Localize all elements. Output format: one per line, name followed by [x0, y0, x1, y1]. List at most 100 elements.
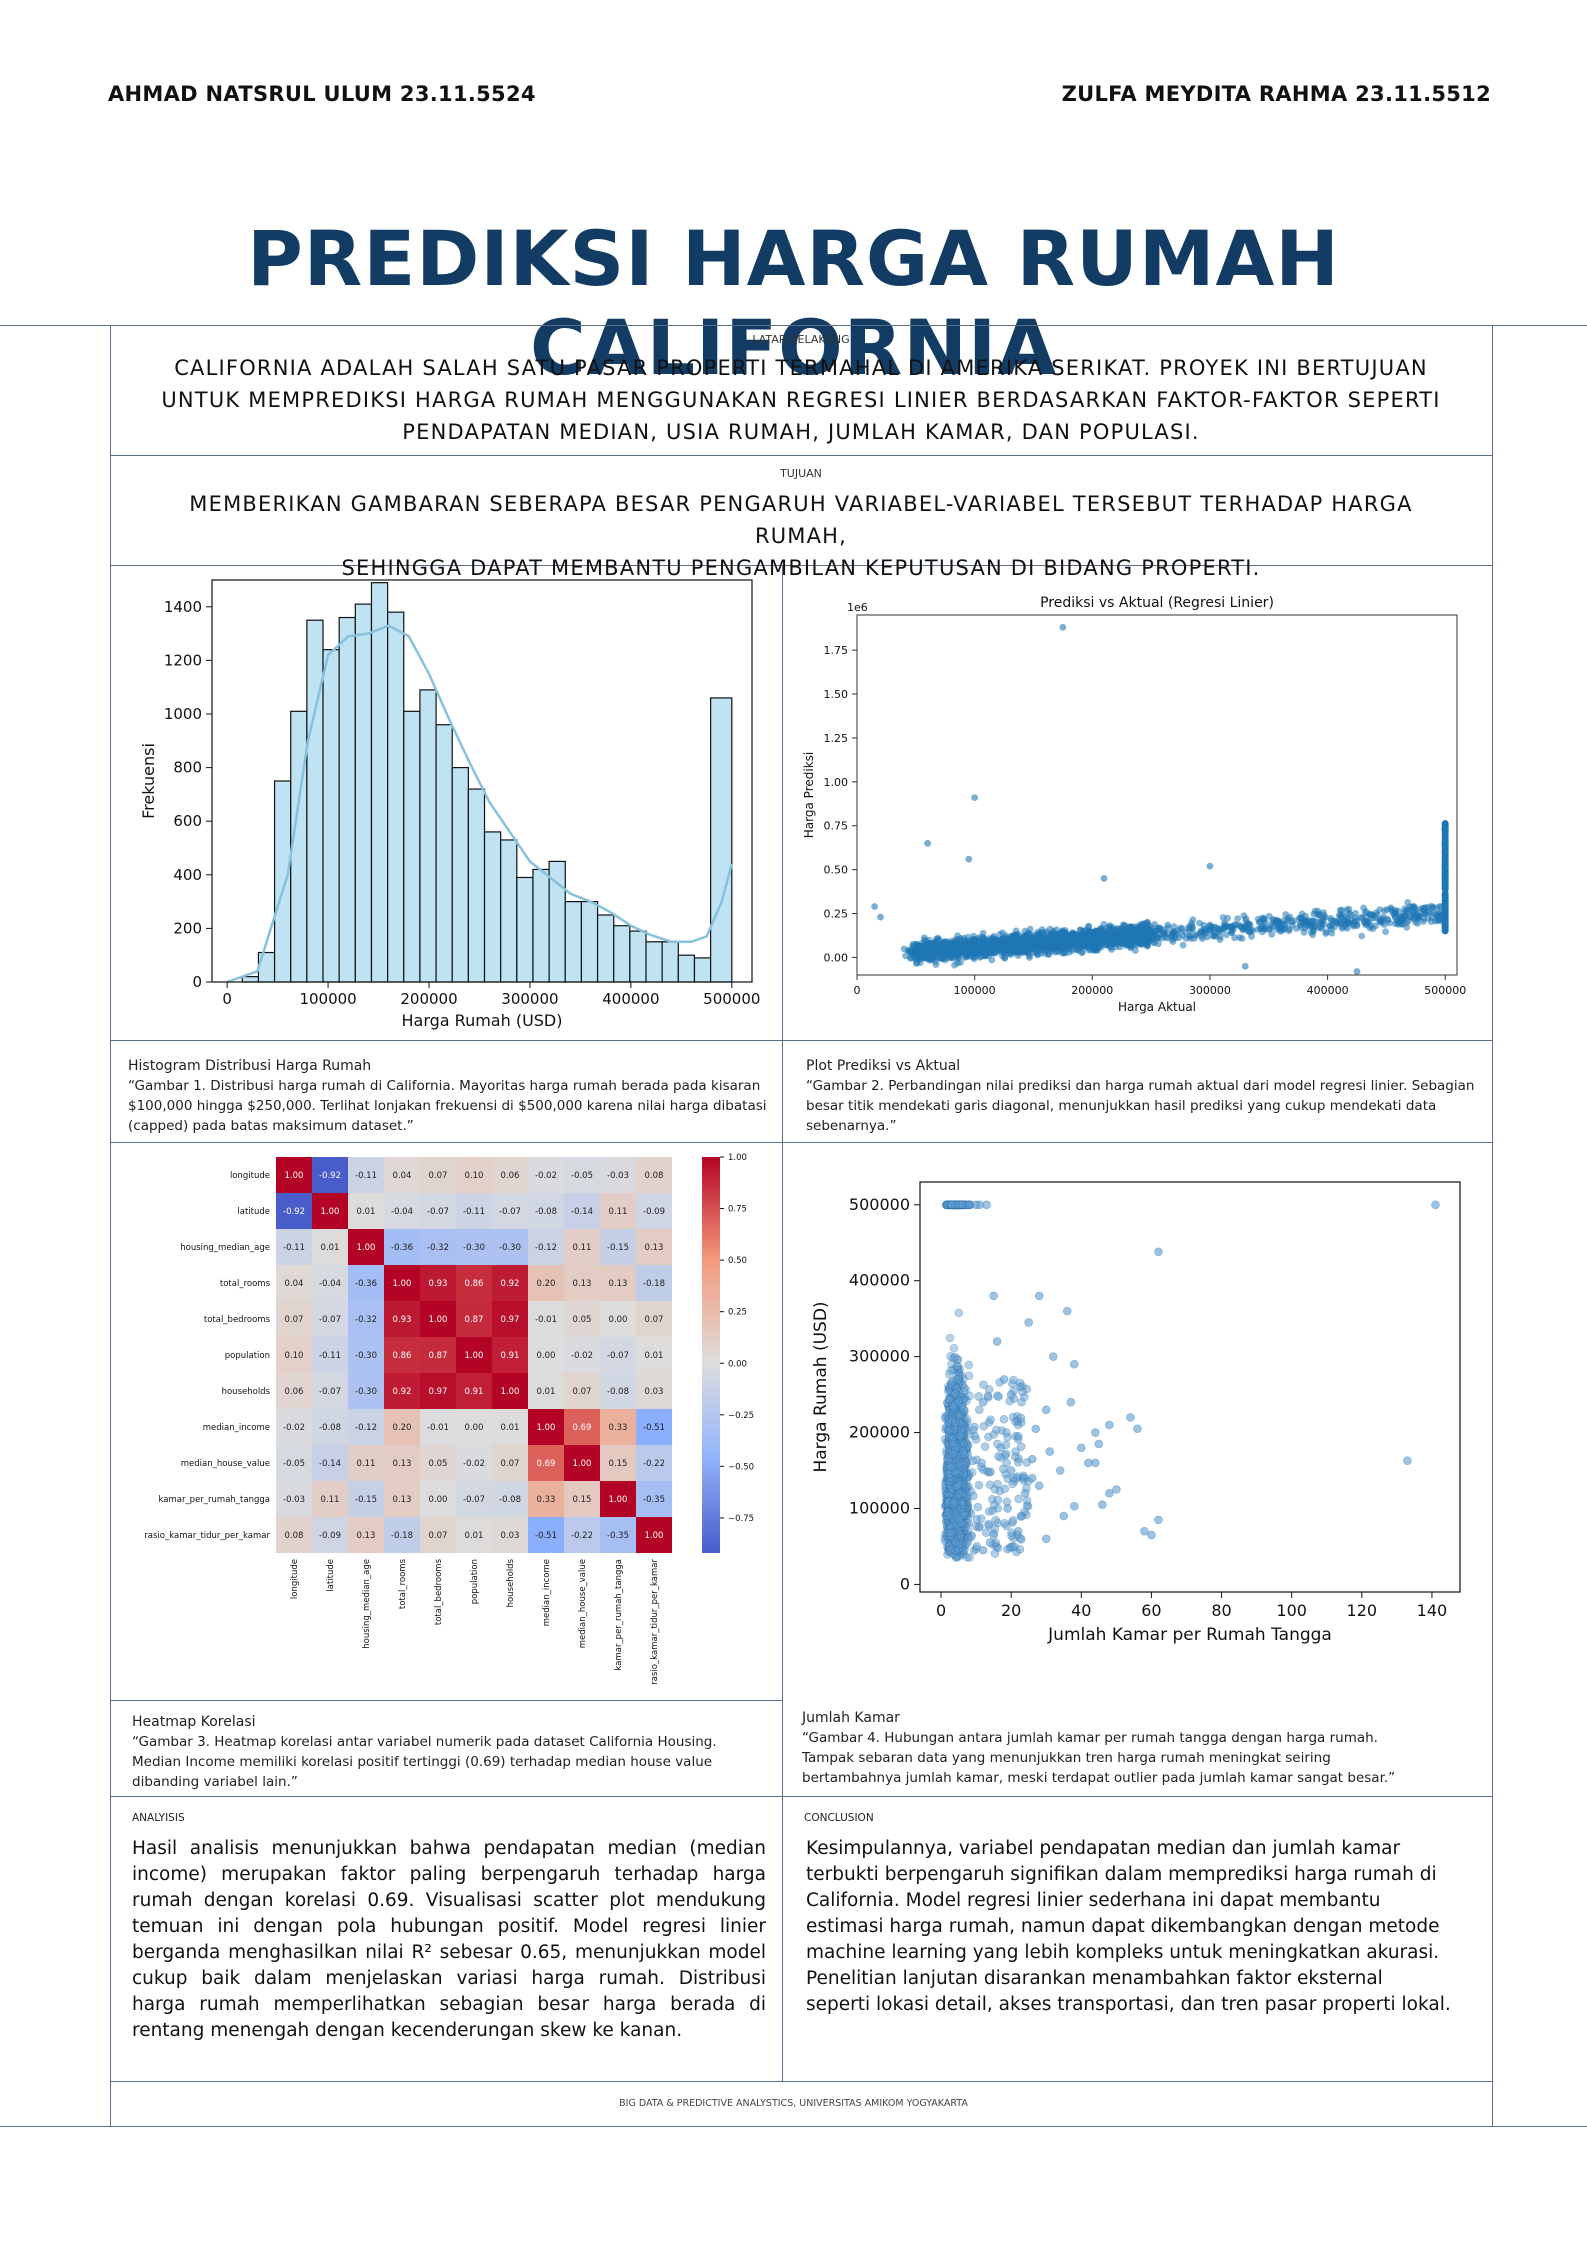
- scatter-point: [952, 1512, 962, 1522]
- scatter-point: [949, 1434, 958, 1444]
- histogram-bar: [677, 954, 696, 983]
- scatter-point: [1190, 935, 1198, 942]
- scatter-point: [1387, 904, 1395, 912]
- scatter-point: [954, 1537, 963, 1546]
- scatter-point: [954, 1492, 964, 1502]
- x-tick-label: 20: [1001, 1601, 1021, 1620]
- heatmap-value: -0.92: [319, 1171, 341, 1181]
- heatmap-cell: [312, 1229, 348, 1265]
- scatter-point: [1121, 938, 1129, 946]
- scatter-point: [942, 1467, 951, 1477]
- scatter-point: [1311, 923, 1319, 931]
- scatter-point: [954, 1444, 963, 1454]
- scatter-point: [1403, 919, 1410, 926]
- tujuan-label: TUJUAN: [780, 467, 822, 480]
- scatter-point: [949, 1430, 958, 1440]
- scatter-point: [949, 1528, 959, 1538]
- heatmap-value: 0.01: [357, 1207, 376, 1217]
- scatter-point: [945, 1404, 955, 1414]
- scatter-point: [949, 1491, 959, 1500]
- heatmap-value: 0.15: [609, 1459, 628, 1469]
- scatter-point: [1353, 917, 1361, 924]
- scatter-point: [1000, 1484, 1010, 1494]
- scatter-point: [951, 1464, 961, 1474]
- scatter-point: [956, 1436, 966, 1446]
- scatter-point: [947, 1495, 957, 1505]
- scatter-point: [954, 1450, 964, 1459]
- scatter-point: [955, 1509, 964, 1519]
- scatter-point: [950, 1492, 959, 1502]
- scatter-point: [984, 1519, 993, 1529]
- heatmap-value: -0.04: [319, 1279, 341, 1289]
- scatter-point: [1026, 945, 1034, 953]
- scatter-point: [953, 1486, 962, 1495]
- heatmap-cell: [564, 1265, 600, 1301]
- scatter-point: [953, 1491, 963, 1500]
- scatter-point: [1017, 1442, 1026, 1451]
- scatter-point: [951, 1536, 960, 1545]
- scatter-point: [947, 1426, 956, 1436]
- scatter-point: [1034, 931, 1042, 938]
- x-axis-label: Harga Rumah (USD): [401, 1011, 562, 1030]
- scatter-point: [954, 1502, 964, 1512]
- scatter-point: [1196, 919, 1203, 927]
- scatter-point: [947, 1451, 956, 1461]
- heatmap-cell: [276, 1229, 312, 1265]
- scatter-point: [951, 1543, 961, 1553]
- heatmap-row-label: latitude: [237, 1207, 270, 1217]
- scatter-point: [958, 1467, 968, 1477]
- scatter-point: [959, 1431, 968, 1441]
- heatmap-value: -0.02: [283, 1423, 305, 1433]
- scatter-point: [948, 1513, 957, 1523]
- scatter-point: [954, 1537, 963, 1547]
- scatter-point: [954, 1440, 964, 1450]
- y-tick-label: 300000: [849, 1347, 910, 1366]
- scatter-point: [950, 1469, 960, 1478]
- scatter-point: [952, 1513, 962, 1522]
- scatter-point: [955, 1407, 965, 1417]
- scatter-point: [1093, 940, 1101, 947]
- scatter-point: [1181, 928, 1189, 936]
- scatter-point: [949, 1538, 959, 1547]
- scatter-point: [1154, 1515, 1163, 1525]
- scatter-point: [947, 1200, 956, 1210]
- scatter-point: [951, 1500, 960, 1509]
- scatter-point: [950, 1484, 960, 1493]
- scatter-point: [958, 1456, 968, 1465]
- heatmap-cell: [492, 1517, 528, 1553]
- scatter-point: [953, 1475, 962, 1484]
- heatmap-value: -0.02: [463, 1459, 485, 1469]
- scatter-point: [940, 1434, 950, 1444]
- scatter-point: [877, 913, 884, 921]
- scatter-point: [1020, 939, 1027, 946]
- scatter-point: [954, 1417, 963, 1426]
- scatter-point: [941, 1483, 950, 1493]
- scatter-point: [1012, 1473, 1021, 1483]
- heatmap-value: -0.35: [607, 1531, 629, 1541]
- scatter-point: [945, 1459, 954, 1469]
- scatter-point: [954, 1468, 963, 1478]
- heatmap-value: -0.30: [463, 1243, 485, 1253]
- scatter-point: [941, 1476, 951, 1486]
- scatter-point: [954, 1431, 963, 1440]
- heatmap-cell: [636, 1157, 672, 1193]
- scatter-point: [942, 1438, 951, 1447]
- scatter-point: [996, 930, 1004, 938]
- heatmap-cell: [384, 1517, 420, 1553]
- scatter-point: [965, 855, 973, 863]
- scatter-point: [960, 1406, 969, 1415]
- pred-caption: Plot Prediksi vs Aktual “Gambar 2. Perba…: [806, 1058, 1475, 1134]
- scatter-point: [1094, 1439, 1104, 1449]
- heatmap-value: -0.30: [355, 1387, 377, 1397]
- heatmap-value: 0.00: [465, 1423, 484, 1433]
- scatter-point: [942, 1496, 951, 1506]
- scatter-point: [950, 1500, 959, 1510]
- scatter-point: [914, 953, 921, 961]
- scatter-point: [950, 1488, 960, 1497]
- scatter-point: [945, 1425, 955, 1435]
- heatmap-value: -0.08: [607, 1387, 629, 1397]
- heatmap-cell: [420, 1301, 456, 1337]
- heatmap-row-label: total_rooms: [220, 1279, 271, 1289]
- frame-right: [1492, 325, 1493, 2126]
- heatmap-value: -0.36: [391, 1243, 413, 1253]
